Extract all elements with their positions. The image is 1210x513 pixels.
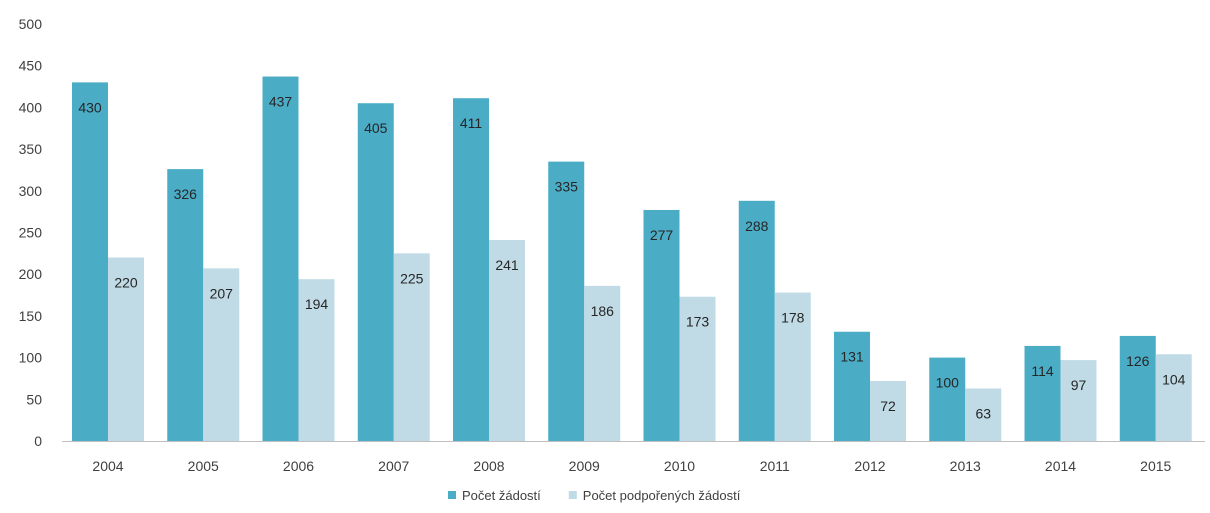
bar-pocet-podporenych-zadosti bbox=[203, 268, 240, 441]
bar-pocet-podporenych-zadosti bbox=[108, 257, 144, 441]
bar-pocet-zadosti bbox=[357, 103, 394, 441]
data-label: 430 bbox=[78, 99, 102, 115]
bar-pocet-zadosti bbox=[548, 161, 585, 442]
data-label: 326 bbox=[174, 186, 198, 202]
data-label: 126 bbox=[1126, 353, 1150, 369]
bar-pocet-zadosti bbox=[1024, 345, 1061, 441]
legend-entry: Počet žádostí bbox=[462, 488, 541, 503]
bar-pocet-zadosti bbox=[834, 331, 870, 441]
x-tick-label: 2015 bbox=[1140, 458, 1171, 474]
y-tick-label: 300 bbox=[19, 183, 43, 199]
x-tick-label: 2011 bbox=[760, 458, 790, 474]
y-tick-label: 100 bbox=[19, 350, 43, 366]
y-tick-label: 400 bbox=[19, 99, 43, 115]
data-label: 63 bbox=[975, 405, 991, 421]
bar-pocet-podporenych-zadosti bbox=[1155, 354, 1192, 441]
data-label: 225 bbox=[400, 270, 424, 286]
x-tick-label: 2009 bbox=[569, 458, 600, 474]
bar-pocet-podporenych-zadosti bbox=[393, 253, 430, 441]
x-tick-label: 2014 bbox=[1045, 458, 1076, 474]
bar-pocet-podporenych-zadosti bbox=[489, 240, 525, 441]
data-label: 241 bbox=[495, 257, 519, 273]
data-label: 173 bbox=[686, 314, 710, 330]
data-label: 194 bbox=[305, 296, 329, 312]
bar-pocet-podporenych-zadosti bbox=[584, 285, 621, 441]
y-tick-label: 350 bbox=[19, 141, 43, 157]
data-labels: 430 326 437 405 411 335 277 288 131 100 114 126 220 2… bbox=[78, 94, 1185, 422]
y-tick-label: 0 bbox=[34, 433, 42, 449]
bar-pocet-podporenych-zadosti bbox=[679, 296, 716, 441]
y-tick-label: 250 bbox=[19, 225, 43, 241]
x-tick-label: 2012 bbox=[854, 458, 885, 474]
data-label: 72 bbox=[880, 398, 896, 414]
bar-pocet-zadosti bbox=[643, 209, 680, 441]
legend-entry: Počet podpořených žádostí bbox=[583, 488, 741, 503]
bar-pocet-zadosti bbox=[738, 200, 775, 441]
data-label: 277 bbox=[650, 227, 674, 243]
x-tick-label: 2005 bbox=[188, 458, 219, 474]
data-label: 186 bbox=[591, 303, 615, 319]
data-label: 178 bbox=[781, 310, 805, 326]
x-tick-label: 2004 bbox=[92, 458, 123, 474]
bar-pocet-podporenych-zadosti bbox=[298, 279, 335, 441]
data-label: 411 bbox=[460, 115, 483, 131]
legend-swatch bbox=[448, 491, 456, 499]
data-label: 131 bbox=[840, 349, 864, 365]
data-label: 207 bbox=[210, 285, 234, 301]
y-tick-label: 450 bbox=[19, 58, 43, 74]
bar-pocet-zadosti bbox=[1119, 335, 1156, 441]
y-tick-label: 500 bbox=[19, 16, 43, 32]
x-tick-label: 2010 bbox=[664, 458, 695, 474]
data-label: 335 bbox=[555, 179, 579, 195]
data-label: 114 bbox=[1031, 363, 1054, 379]
x-tick-label: 2007 bbox=[378, 458, 409, 474]
data-label: 288 bbox=[745, 218, 769, 234]
y-tick-label: 50 bbox=[26, 391, 42, 407]
y-tick-label: 150 bbox=[19, 308, 43, 324]
y-tick-label: 200 bbox=[19, 266, 43, 282]
bar-pocet-podporenych-zadosti bbox=[774, 292, 811, 441]
bars bbox=[72, 76, 1192, 442]
legend: Počet žádostí Počet podpořených žádostí bbox=[448, 488, 741, 503]
bar-pocet-zadosti bbox=[262, 76, 299, 442]
x-axis: 2004 2005 2006 2007 2008 2009 2010 2011 2012 2013… bbox=[62, 441, 1205, 474]
data-label: 437 bbox=[269, 94, 293, 110]
y-axis: 0 50 100 150 200 250 300 350 400 450 500 bbox=[19, 16, 43, 449]
x-tick-label: 2008 bbox=[473, 458, 504, 474]
bar-pocet-zadosti bbox=[929, 357, 966, 441]
x-tick-label: 2006 bbox=[283, 458, 314, 474]
data-label: 104 bbox=[1162, 371, 1186, 387]
bar-pocet-podporenych-zadosti bbox=[1060, 360, 1097, 441]
data-label: 100 bbox=[936, 375, 960, 391]
data-label: 97 bbox=[1071, 377, 1087, 393]
bar-pocet-zadosti bbox=[167, 169, 204, 441]
bar-pocet-podporenych-zadosti bbox=[965, 388, 1002, 441]
data-label: 405 bbox=[364, 120, 388, 136]
bar-pocet-zadosti bbox=[453, 98, 489, 441]
bar-pocet-zadosti bbox=[72, 82, 108, 441]
x-tick-label: 2013 bbox=[950, 458, 981, 474]
legend-swatch bbox=[568, 491, 577, 499]
bar-pocet-podporenych-zadosti bbox=[870, 380, 906, 441]
data-label: 220 bbox=[114, 275, 138, 291]
